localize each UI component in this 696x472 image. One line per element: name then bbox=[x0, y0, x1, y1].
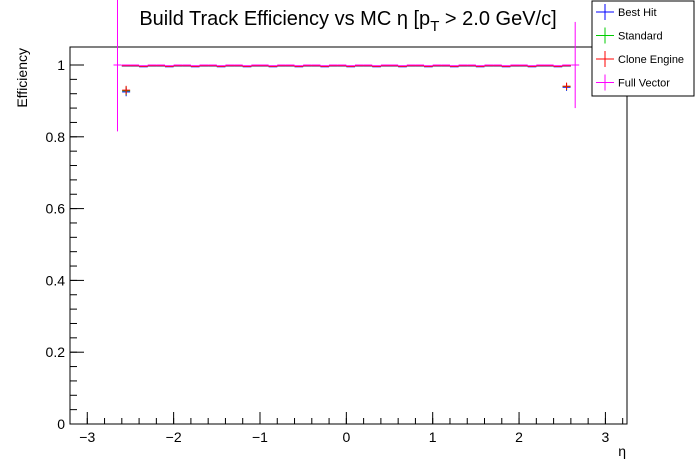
x-tick-label: −2 bbox=[166, 429, 182, 445]
legend-label: Clone Engine bbox=[618, 54, 684, 66]
legend-label: Best Hit bbox=[618, 7, 657, 19]
x-tick-label: −1 bbox=[252, 429, 268, 445]
x-tick-label: −3 bbox=[79, 429, 95, 445]
y-tick-label: 0.4 bbox=[46, 272, 66, 288]
series-full-vector bbox=[113, 0, 580, 132]
x-tick-label: 2 bbox=[515, 429, 523, 445]
legend-box bbox=[591, 0, 695, 97]
x-tick-label: 0 bbox=[342, 429, 350, 445]
plot-frame bbox=[69, 46, 628, 425]
x-tick-label: 3 bbox=[602, 429, 610, 445]
legend-label: Standard bbox=[618, 31, 663, 43]
y-axis-title: Efficiency bbox=[14, 48, 30, 108]
x-axis: −3 −2 −1 0 1 2 3 bbox=[69, 412, 624, 445]
chart-title: Build Track Efficiency vs MC η [pT > 2.0… bbox=[139, 8, 556, 35]
series-clone-engine bbox=[121, 65, 571, 95]
legend-entry: Clone Engine bbox=[596, 51, 684, 67]
legend-entry: Full Vector bbox=[596, 74, 670, 91]
y-tick-label: 1 bbox=[57, 57, 65, 73]
legend: Best Hit Standard Clone Engine Full Vector bbox=[591, 0, 695, 97]
x-axis-title: η bbox=[618, 443, 626, 459]
y-tick-label: 0 bbox=[57, 416, 65, 432]
legend-label: Full Vector bbox=[618, 78, 670, 90]
legend-entry: Best Hit bbox=[596, 4, 657, 20]
y-tick-label: 0.6 bbox=[46, 201, 66, 217]
series-layer bbox=[113, 0, 580, 132]
x-tick-label: 1 bbox=[429, 429, 437, 445]
legend-entry: Standard bbox=[596, 27, 663, 44]
y-tick-label: 0.8 bbox=[46, 129, 66, 145]
y-tick-label: 0.2 bbox=[46, 344, 66, 360]
y-axis: 0 0.2 0.4 0.6 0.8 1 bbox=[46, 57, 84, 432]
